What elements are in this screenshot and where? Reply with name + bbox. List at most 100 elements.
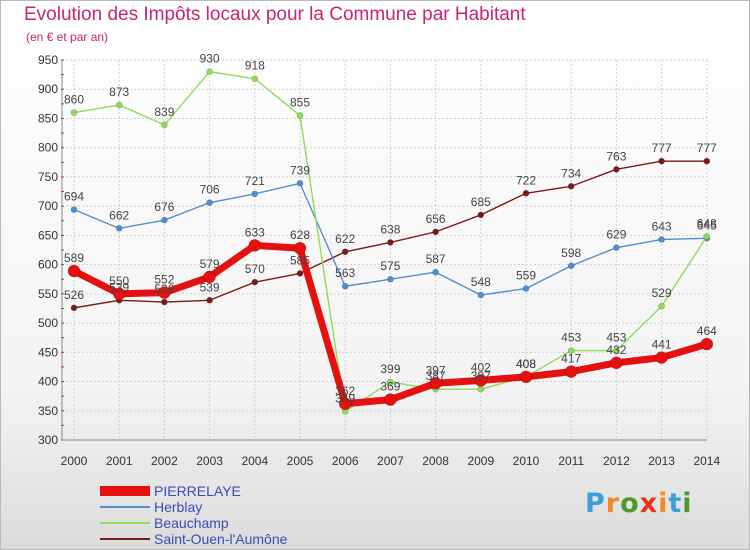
data-label-herblay: 739: [290, 163, 310, 177]
x-tick-label: 2010: [513, 454, 540, 468]
data-point-pierrelaye: [429, 376, 442, 390]
data-label-pierrelaye: 417: [561, 352, 581, 366]
data-label-pierrelaye: 628: [290, 228, 310, 242]
data-label-saint-ouen-l-aum-ne: 539: [200, 280, 220, 294]
y-tick-label: 600: [38, 258, 58, 272]
y-tick-label: 450: [38, 345, 58, 359]
data-point-saint-ouen-l-aum-ne: [432, 228, 439, 236]
data-label-herblay: 694: [64, 190, 84, 204]
y-tick-label: 500: [38, 316, 58, 330]
data-label-saint-ouen-l-aum-ne: 777: [697, 141, 717, 155]
x-tick-label: 2006: [332, 454, 359, 468]
data-label-herblay: 645: [697, 218, 717, 232]
y-tick-label: 950: [38, 53, 58, 67]
data-point-pierrelaye: [700, 337, 714, 351]
data-point-herblay: [613, 244, 620, 251]
x-tick-label: 2009: [467, 454, 494, 468]
data-point-herblay: [206, 199, 213, 206]
data-label-pierrelaye: 402: [471, 360, 491, 374]
data-label-saint-ouen-l-aum-ne: 763: [606, 149, 626, 163]
x-tick-label: 2007: [377, 454, 404, 468]
data-point-beauchamp: [251, 75, 259, 83]
data-label-herblay: 629: [606, 228, 626, 242]
data-label-beauchamp: 408: [516, 357, 536, 371]
data-point-herblay: [161, 216, 168, 224]
data-label-beauchamp: 349: [335, 391, 355, 405]
y-tick-label: 900: [38, 82, 58, 96]
y-tick-label: 800: [38, 141, 58, 155]
y-tick-label: 400: [38, 375, 58, 389]
legend-swatch: [100, 522, 150, 524]
data-label-pierrelaye: 397: [426, 363, 446, 377]
data-label-pierrelaye: 589: [64, 251, 84, 265]
data-label-saint-ouen-l-aum-ne: 638: [380, 222, 400, 236]
data-point-pierrelaye: [158, 286, 171, 299]
data-point-herblay: [522, 285, 530, 292]
data-label-pierrelaye: 579: [200, 257, 220, 271]
data-point-saint-ouen-l-aum-ne: [341, 248, 349, 256]
data-point-pierrelaye: [384, 393, 397, 406]
data-point-saint-ouen-l-aum-ne: [613, 166, 620, 173]
data-point-saint-ouen-l-aum-ne: [161, 298, 168, 306]
legend-swatch: [100, 538, 150, 540]
data-label-herblay: 676: [154, 200, 174, 214]
data-label-herblay: 706: [200, 183, 220, 197]
legend-label: PIERRELAYE: [154, 483, 241, 499]
data-label-beauchamp: 860: [64, 93, 84, 107]
data-label-beauchamp: 453: [561, 331, 581, 345]
data-label-saint-ouen-l-aum-ne: 526: [64, 288, 84, 302]
data-label-pierrelaye: 408: [516, 357, 536, 371]
data-point-herblay: [115, 225, 123, 232]
y-tick-label: 850: [38, 111, 58, 125]
data-point-beauchamp: [161, 121, 168, 129]
x-tick-label: 2014: [693, 454, 720, 468]
y-tick-label: 750: [38, 170, 58, 184]
data-label-beauchamp: 873: [109, 85, 129, 99]
data-label-saint-ouen-l-aum-ne: 722: [516, 173, 536, 187]
data-point-beauchamp: [70, 109, 78, 116]
data-point-saint-ouen-l-aum-ne: [703, 157, 711, 165]
y-tick-label: 300: [38, 433, 58, 447]
data-point-herblay: [658, 236, 665, 243]
data-point-herblay: [432, 268, 439, 276]
data-label-pierrelaye: 432: [606, 343, 626, 357]
data-point-pierrelaye: [338, 397, 352, 411]
data-point-saint-ouen-l-aum-ne: [251, 278, 259, 286]
data-label-pierrelaye: 464: [697, 324, 717, 338]
data-label-beauchamp: 930: [200, 52, 220, 66]
x-tick-label: 2003: [196, 454, 223, 468]
data-point-saint-ouen-l-aum-ne: [70, 304, 78, 312]
x-tick-label: 2008: [422, 454, 449, 468]
data-point-pierrelaye: [474, 374, 488, 387]
x-tick-label: 2004: [241, 454, 268, 468]
data-point-pierrelaye: [655, 351, 668, 364]
data-point-saint-ouen-l-aum-ne: [522, 189, 530, 197]
data-point-herblay: [387, 275, 394, 283]
data-label-beauchamp: 529: [652, 286, 672, 300]
data-point-beauchamp: [613, 347, 620, 354]
data-label-pierrelaye: 552: [154, 273, 174, 287]
data-point-herblay: [251, 190, 259, 198]
data-point-pierrelaye: [564, 365, 578, 378]
data-label-saint-ouen-l-aum-ne: 622: [335, 232, 355, 246]
data-label-herblay: 598: [561, 246, 581, 260]
data-label-pierrelaye: 550: [109, 274, 129, 288]
proxiti-logo: Proxiti: [585, 488, 693, 519]
data-label-saint-ouen-l-aum-ne: 734: [561, 166, 581, 180]
y-tick-label: 350: [38, 404, 58, 418]
data-label-saint-ouen-l-aum-ne: 536: [154, 282, 174, 296]
legend-label: Beauchamp: [154, 515, 229, 531]
data-label-beauchamp: 399: [380, 362, 400, 376]
data-point-saint-ouen-l-aum-ne: [387, 239, 394, 246]
data-point-pierrelaye: [519, 370, 533, 384]
x-tick-label: 2001: [106, 454, 133, 468]
data-point-beauchamp: [567, 347, 575, 354]
data-label-saint-ouen-l-aum-ne: 570: [245, 262, 265, 276]
data-point-pierrelaye: [203, 270, 216, 284]
data-label-pierrelaye: 362: [335, 384, 355, 398]
data-label-beauchamp: 918: [245, 59, 265, 73]
data-label-herblay: 559: [516, 269, 536, 283]
data-label-beauchamp: 648: [697, 217, 717, 231]
data-point-saint-ouen-l-aum-ne: [477, 211, 485, 219]
